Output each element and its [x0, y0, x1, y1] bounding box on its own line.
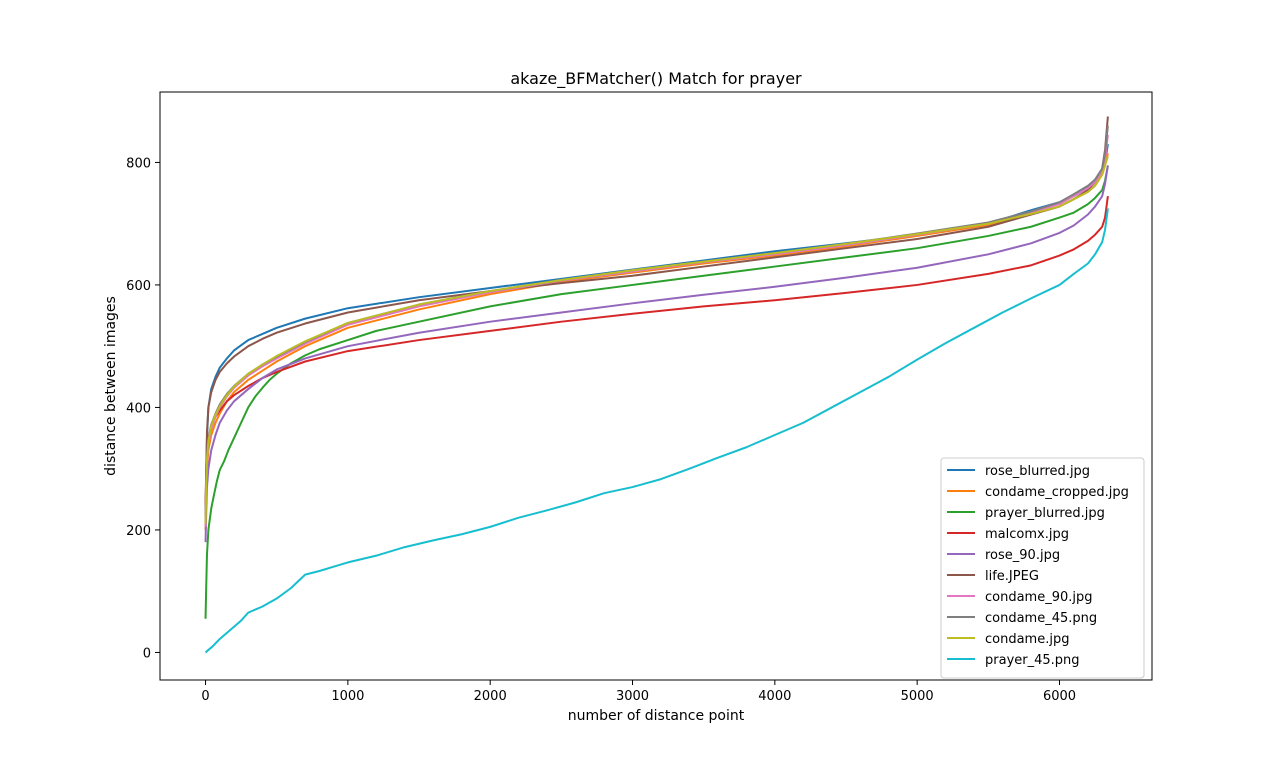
x-tick-label: 1000	[331, 689, 364, 704]
legend-label: malcomx.jpg	[985, 527, 1069, 542]
series-line-5	[204, 165, 1109, 543]
plot-frame	[159, 91, 1153, 681]
x-axis-label: number of distance point	[568, 708, 745, 724]
y-tick-label: 0	[143, 646, 151, 661]
legend-label: condame.jpg	[985, 632, 1069, 647]
y-tick-label: 800	[126, 156, 151, 171]
x-tick-label: 0	[201, 689, 209, 704]
x-tick-label: 3000	[616, 689, 649, 704]
legend-label: rose_blurred.jpg	[985, 464, 1090, 479]
legend-label: condame_cropped.jpg	[985, 485, 1129, 500]
x-tick-label: 5000	[901, 689, 934, 704]
chart-title: akaze_BFMatcher() Match for prayer	[510, 69, 802, 89]
legend: rose_blurred.jpg condame_cropped.jpgpraye…	[940, 457, 1145, 679]
legend-label: condame_90.jpg	[985, 590, 1093, 605]
series-line-10	[204, 208, 1109, 654]
x-tick-label: 6000	[1043, 689, 1076, 704]
series-line-3	[204, 165, 1109, 619]
legend-box	[940, 457, 1145, 679]
y-tick-label: 600	[126, 279, 151, 294]
x-tick-label: 4000	[758, 689, 791, 704]
series-line-9	[204, 156, 1109, 524]
x-axis: 0 1000 2000 3000 4000 5000 6000	[201, 680, 1076, 704]
y-axis: 0 200 400 600 800	[126, 156, 160, 661]
y-tick-label: 200	[126, 524, 151, 539]
series-layer	[204, 116, 1109, 654]
legend-label: rose_90.jpg	[985, 548, 1060, 563]
legend-label: prayer_blurred.jpg	[985, 506, 1105, 521]
legend-label: prayer_45.png	[985, 653, 1080, 668]
y-tick-label: 400	[126, 401, 151, 416]
legend-label: life.JPEG	[985, 569, 1039, 584]
legend-label: condame_45.png	[985, 611, 1097, 626]
y-axis-label: distance between images	[103, 296, 119, 476]
x-tick-label: 2000	[474, 689, 507, 704]
